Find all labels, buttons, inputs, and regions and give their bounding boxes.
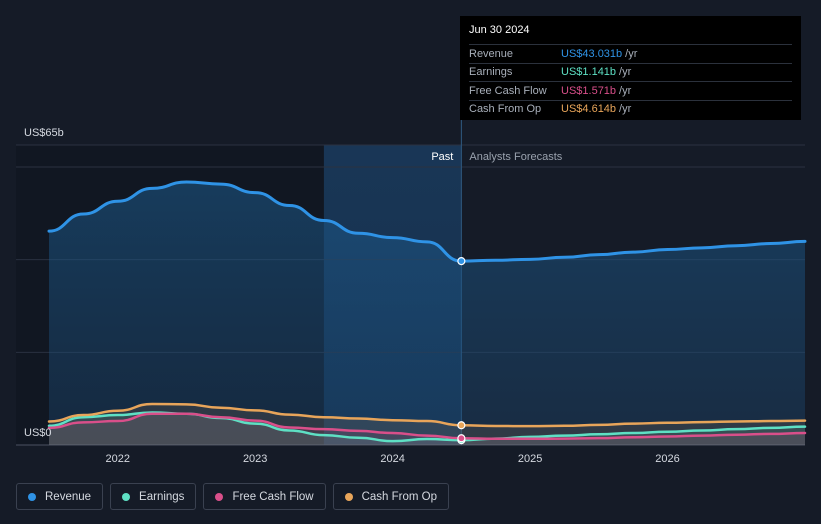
past-label: Past xyxy=(431,151,453,163)
tooltip-row-free-cash-flow: Free Cash Flow US$1.571b /yr xyxy=(469,81,792,100)
x-tick-label: 2023 xyxy=(243,453,267,465)
tooltip-unit: /yr xyxy=(619,66,632,79)
tooltip-row-cash-from-op: Cash From Op US$4.614b /yr xyxy=(469,99,792,119)
tooltip-date: Jun 30 2024 xyxy=(469,24,530,36)
x-tick-label: 2024 xyxy=(380,453,404,465)
tooltip-row-earnings: Earnings US$1.141b /yr xyxy=(469,62,792,82)
legend-dot-icon xyxy=(344,492,353,501)
tooltip-value: US$1.571b xyxy=(561,84,617,97)
point-free-cash-flow xyxy=(457,434,466,443)
tooltip-row-revenue: Revenue US$43.031b /yr xyxy=(469,44,792,63)
legend-item-revenue[interactable]: Revenue xyxy=(16,483,104,510)
x-tick-label: 2026 xyxy=(655,453,679,465)
legend-label: Earnings xyxy=(139,490,185,503)
area-revenue xyxy=(49,181,805,445)
forecast-label: Analysts Forecasts xyxy=(469,151,562,163)
line-free-cash-flow xyxy=(47,412,807,441)
legend-label: Free Cash Flow xyxy=(232,490,314,503)
tooltip-label: Free Cash Flow xyxy=(469,84,547,97)
line-cash-from-op xyxy=(47,402,807,428)
y-max-label: US$65b xyxy=(24,127,64,139)
y-zero-label: US$0 xyxy=(24,427,52,439)
line-revenue xyxy=(47,180,807,263)
legend-label: Cash From Op xyxy=(361,490,438,503)
legend-item-free-cash-flow[interactable]: Free Cash Flow xyxy=(203,483,326,510)
tooltip-label: Earnings xyxy=(469,66,513,79)
legend-item-cash-from-op[interactable]: Cash From Op xyxy=(332,483,450,510)
legend-dot-icon xyxy=(28,492,36,501)
tooltip: Jun 30 2024 Revenue US$43.031b /yr Earni… xyxy=(460,16,801,120)
tooltip-value: US$43.031b xyxy=(561,47,623,60)
legend-item-earnings[interactable]: Earnings xyxy=(110,483,197,510)
legend-dot-icon xyxy=(122,492,131,501)
tooltip-unit: /yr xyxy=(625,47,638,60)
chart: US$65b US$0 2022 2023 2024 2025 2026 Past Analys… xyxy=(16,120,807,465)
x-tick-label: 2022 xyxy=(105,453,129,465)
point-revenue xyxy=(457,256,466,266)
tooltip-unit: /yr xyxy=(619,103,632,116)
tooltip-value: US$1.141b xyxy=(561,66,617,79)
tooltip-label: Revenue xyxy=(469,47,514,60)
legend-label: Revenue xyxy=(45,490,92,503)
tooltip-value: US$4.614b xyxy=(561,103,617,116)
tooltip-unit: /yr xyxy=(619,84,632,97)
legend-dot-icon xyxy=(215,492,224,501)
legend: Revenue Earnings Free Cash Flow Cash Fro… xyxy=(16,483,450,510)
x-tick-label: 2025 xyxy=(518,453,542,465)
tooltip-label: Cash From Op xyxy=(469,103,542,116)
point-cash-from-op xyxy=(457,421,466,430)
